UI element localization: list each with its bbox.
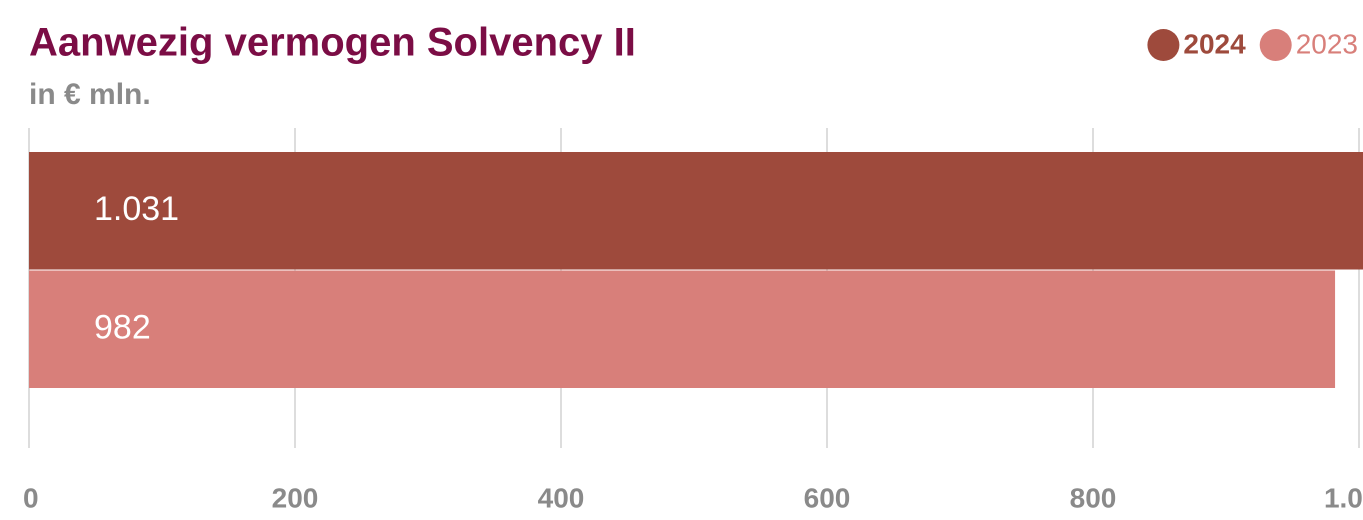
legend-swatch (1147, 29, 1180, 61)
bar (29, 270, 1336, 388)
x-tick-label: 800 (1070, 482, 1117, 513)
x-tick-label: 400 (538, 482, 585, 513)
chart-title: Aanwezig vermogen Solvency II (29, 21, 636, 65)
x-tick-label: 200 (272, 482, 319, 513)
legend-label: 2024 (1183, 28, 1246, 59)
x-tick-label: 1.000 (1324, 482, 1363, 513)
x-tick-label: 600 (804, 482, 851, 513)
value-label: 1.031 (94, 190, 179, 228)
value-label: 982 (94, 309, 151, 347)
legend-label: 2023 (1296, 28, 1358, 59)
bar (29, 152, 1363, 270)
chart-subtitle: in € mln. (29, 78, 151, 111)
x-tick-label: 0 (23, 482, 39, 513)
legend-swatch (1259, 29, 1292, 61)
